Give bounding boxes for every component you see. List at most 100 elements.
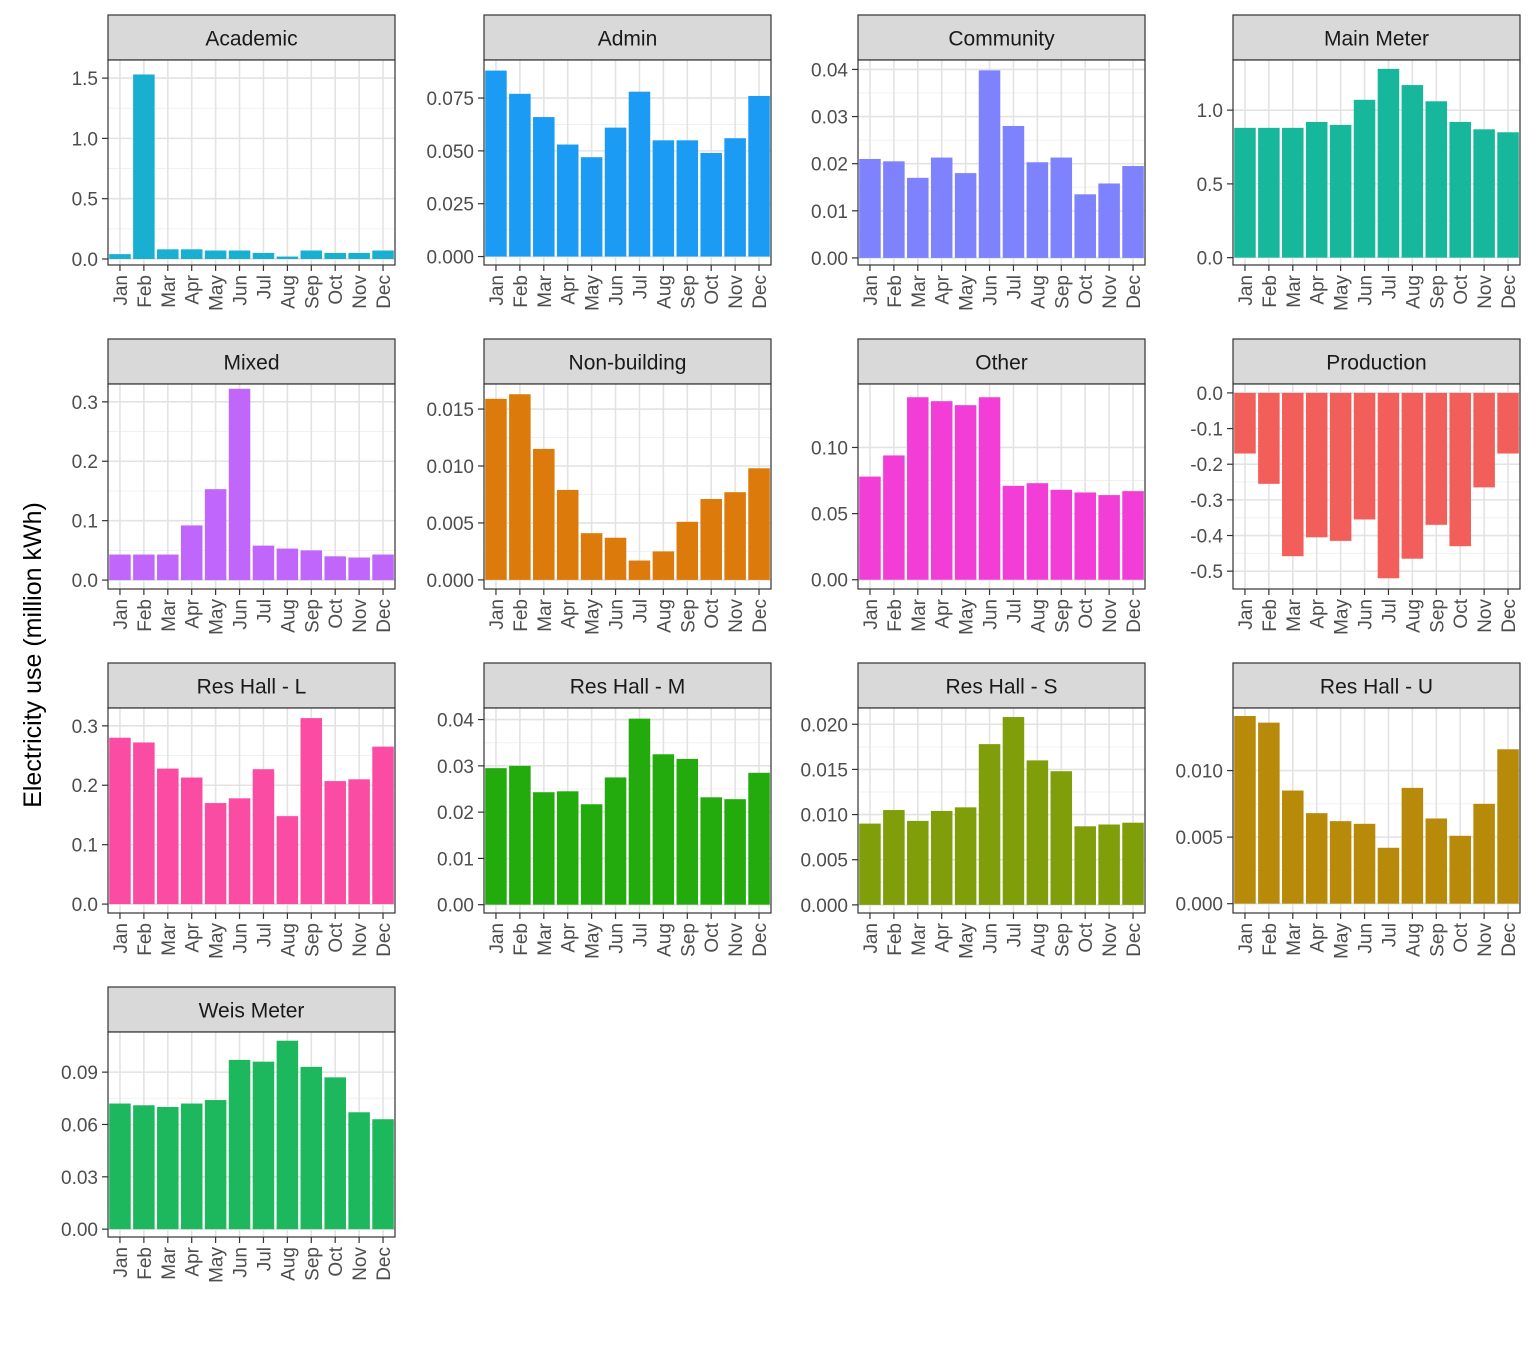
x-tick-label: Mar bbox=[909, 598, 930, 631]
x-tick-label: Sep bbox=[678, 599, 699, 633]
x-tick-label: Feb bbox=[1260, 275, 1281, 308]
bar-other-jun bbox=[978, 397, 1001, 580]
bar-res-hall-u-jun bbox=[1353, 823, 1376, 904]
bar-weis-meter-mar bbox=[157, 1107, 179, 1230]
bar-non-building-may bbox=[580, 533, 603, 580]
x-tick-label: Oct bbox=[1076, 274, 1097, 304]
x-tick-label: Sep bbox=[302, 275, 323, 309]
x-tick-label: Jul bbox=[1004, 599, 1025, 623]
bar-community-may bbox=[954, 173, 977, 258]
x-tick-label: Nov bbox=[726, 599, 747, 633]
y-tick-label: 0.0 bbox=[1197, 384, 1223, 405]
bar-res-hall-m-jan bbox=[485, 768, 507, 905]
bar-non-building-jan bbox=[485, 398, 507, 580]
bar-res-hall-u-sep bbox=[1425, 818, 1448, 904]
bar-mixed-jul bbox=[252, 545, 275, 581]
x-tick-label: Jun bbox=[1356, 275, 1377, 306]
x-tick-label: Jun bbox=[981, 275, 1002, 306]
bar-res-hall-u-feb bbox=[1258, 722, 1280, 904]
x-tick-label: May bbox=[957, 275, 978, 311]
facet-title-res-hall-l: Res Hall - L bbox=[197, 676, 307, 699]
facet-title-weis-meter: Weis Meter bbox=[199, 1000, 305, 1023]
bar-weis-meter-aug bbox=[276, 1040, 299, 1230]
bar-production-may bbox=[1329, 392, 1352, 541]
facet-panel-weis-meter: Weis Meter 0.00 0.03 0.06 0.09 Jan Feb Mar Apr Ma… bbox=[61, 986, 396, 1283]
x-tick-label: Apr bbox=[183, 598, 204, 628]
plot-background-res-hall-l bbox=[108, 708, 395, 913]
bar-community-jul bbox=[1002, 125, 1025, 258]
y-tick-label: 0.00 bbox=[61, 1220, 98, 1241]
panel-border-res-hall-l bbox=[107, 707, 396, 914]
bar-non-building-nov bbox=[724, 492, 746, 580]
x-tick-label: Jul bbox=[1379, 599, 1400, 623]
bar-main-meter-may bbox=[1329, 124, 1352, 258]
bar-weis-meter-apr bbox=[180, 1103, 203, 1230]
bar-other-may bbox=[954, 405, 977, 580]
bar-res-hall-u-apr bbox=[1305, 813, 1328, 904]
y-tick-label: 0.025 bbox=[426, 195, 474, 216]
x-tick-label: Dec bbox=[374, 1247, 395, 1281]
bar-admin-feb bbox=[509, 93, 531, 257]
x-tick-label: Aug bbox=[1403, 599, 1424, 633]
bar-res-hall-m-apr bbox=[556, 791, 579, 905]
plot-background-production bbox=[1233, 384, 1520, 589]
bar-other-jan bbox=[859, 476, 881, 580]
bar-weis-meter-oct bbox=[324, 1077, 346, 1230]
bar-main-meter-oct bbox=[1449, 121, 1471, 258]
plot-background-other bbox=[858, 384, 1145, 589]
bar-res-hall-s-aug bbox=[1026, 760, 1049, 905]
panel-border-academic bbox=[107, 59, 396, 266]
bar-res-hall-l-feb bbox=[133, 742, 155, 905]
bar-production-dec bbox=[1497, 392, 1519, 454]
y-tick-label: 0.10 bbox=[811, 438, 848, 459]
x-tick-label: Dec bbox=[1124, 275, 1145, 309]
bar-academic-jul bbox=[252, 252, 275, 259]
bar-mixed-may bbox=[204, 489, 227, 581]
bar-mixed-dec bbox=[372, 554, 394, 581]
y-tick-label: 0.03 bbox=[811, 108, 848, 129]
y-tick-label: 0.010 bbox=[426, 457, 474, 478]
bar-res-hall-m-oct bbox=[700, 797, 722, 905]
bar-academic-apr bbox=[180, 249, 203, 259]
x-tick-label: Mar bbox=[159, 274, 180, 307]
bar-production-feb bbox=[1258, 392, 1280, 484]
x-tick-label: Dec bbox=[750, 275, 771, 309]
facet-title-res-hall-m: Res Hall - M bbox=[570, 676, 686, 699]
x-tick-label: Dec bbox=[1124, 599, 1145, 633]
bar-production-oct bbox=[1449, 392, 1471, 547]
y-tick-label: 0.09 bbox=[61, 1063, 98, 1084]
y-tick-label: 1.5 bbox=[72, 69, 98, 90]
y-tick-label: 0.01 bbox=[811, 202, 848, 223]
bar-non-building-dec bbox=[748, 468, 770, 580]
y-tick-label: 0.2 bbox=[72, 776, 98, 797]
bar-academic-sep bbox=[300, 250, 323, 259]
bar-res-hall-s-may bbox=[954, 807, 977, 905]
x-tick-label: Jul bbox=[630, 275, 651, 299]
bar-res-hall-u-may bbox=[1329, 821, 1352, 904]
y-tick-label: 0.000 bbox=[1175, 895, 1223, 916]
bar-weis-meter-dec bbox=[372, 1119, 394, 1230]
panel-border-mixed bbox=[107, 383, 396, 590]
panel-border-other bbox=[857, 383, 1146, 590]
x-tick-label: Feb bbox=[885, 275, 906, 308]
bar-production-aug bbox=[1401, 392, 1424, 559]
bar-res-hall-s-oct bbox=[1074, 826, 1096, 905]
x-tick-label: Jun bbox=[607, 275, 628, 306]
bar-main-meter-jun bbox=[1353, 99, 1376, 258]
x-tick-label: Oct bbox=[1451, 274, 1472, 304]
facet-strip-main-meter bbox=[1232, 14, 1521, 61]
y-tick-label: 1.0 bbox=[72, 129, 98, 150]
x-tick-label: Oct bbox=[702, 598, 723, 628]
x-tick-label: Jul bbox=[630, 599, 651, 623]
x-tick-label: Jul bbox=[1379, 923, 1400, 947]
panel-border-admin bbox=[483, 59, 772, 266]
bar-production-nov bbox=[1473, 392, 1495, 488]
facet-strip-res-hall-l bbox=[107, 662, 396, 709]
bar-mixed-sep bbox=[300, 550, 323, 581]
x-tick-label: Nov bbox=[1475, 923, 1496, 957]
x-tick-label: Nov bbox=[350, 599, 371, 633]
y-tick-label: 0.5 bbox=[1197, 175, 1223, 196]
y-tick-label: 0.005 bbox=[800, 851, 848, 872]
bar-res-hall-s-mar bbox=[907, 820, 929, 905]
